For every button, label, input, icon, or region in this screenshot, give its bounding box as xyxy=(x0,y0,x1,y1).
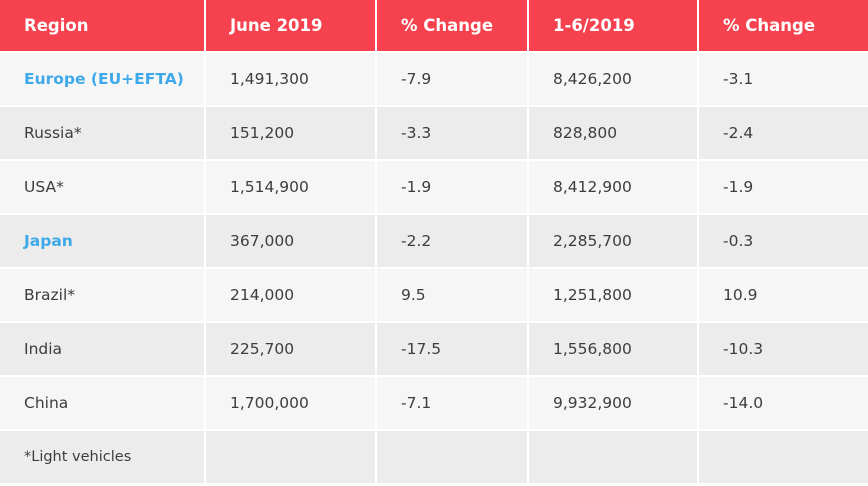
table-header: Region June 2019 % Change 1-6/2019 % Cha… xyxy=(0,0,868,53)
empty-cell xyxy=(698,430,868,485)
june-change-cell: -3.3 xyxy=(376,106,529,161)
table-row: India 225,700 -17.5 1,556,800 -10.3 xyxy=(0,322,868,377)
table-row: USA* 1,514,900 -1.9 8,412,900 -1.9 xyxy=(0,160,868,215)
ytd-change-cell: -14.0 xyxy=(698,376,868,431)
june-change-cell: -17.5 xyxy=(376,322,529,377)
header-ytd-change: % Change xyxy=(698,0,868,53)
header-row: Region June 2019 % Change 1-6/2019 % Cha… xyxy=(0,0,868,53)
ytd-2019-cell: 1,251,800 xyxy=(528,268,699,323)
ytd-2019-cell: 9,932,900 xyxy=(528,376,699,431)
region-cell: Europe (EU+EFTA) xyxy=(0,52,206,107)
ytd-change-cell: -3.1 xyxy=(698,52,868,107)
ytd-2019-cell: 828,800 xyxy=(528,106,699,161)
ytd-change-cell: -0.3 xyxy=(698,214,868,269)
june-change-cell: -1.9 xyxy=(376,160,529,215)
table-body: Europe (EU+EFTA) 1,491,300 -7.9 8,426,20… xyxy=(0,52,868,485)
ytd-change-cell: -2.4 xyxy=(698,106,868,161)
june-2019-cell: 225,700 xyxy=(205,322,377,377)
table-row: Japan 367,000 -2.2 2,285,700 -0.3 xyxy=(0,214,868,269)
header-region: Region xyxy=(0,0,206,53)
footnote-row: *Light vehicles xyxy=(0,430,868,485)
june-2019-cell: 1,700,000 xyxy=(205,376,377,431)
table-row: China 1,700,000 -7.1 9,932,900 -14.0 xyxy=(0,376,868,431)
june-2019-cell: 214,000 xyxy=(205,268,377,323)
empty-cell xyxy=(376,430,529,485)
ytd-change-cell: 10.9 xyxy=(698,268,868,323)
ytd-2019-cell: 8,426,200 xyxy=(528,52,699,107)
footnote-text: *Light vehicles xyxy=(0,430,206,485)
empty-cell xyxy=(205,430,377,485)
june-2019-cell: 1,514,900 xyxy=(205,160,377,215)
table-row: Brazil* 214,000 9.5 1,251,800 10.9 xyxy=(0,268,868,323)
june-change-cell: -7.9 xyxy=(376,52,529,107)
region-cell: China xyxy=(0,376,206,431)
ytd-change-cell: -1.9 xyxy=(698,160,868,215)
june-2019-cell: 367,000 xyxy=(205,214,377,269)
region-cell: India xyxy=(0,322,206,377)
header-june-2019: June 2019 xyxy=(205,0,377,53)
ytd-2019-cell: 8,412,900 xyxy=(528,160,699,215)
region-cell: USA* xyxy=(0,160,206,215)
region-cell: Brazil* xyxy=(0,268,206,323)
june-2019-cell: 1,491,300 xyxy=(205,52,377,107)
empty-cell xyxy=(528,430,699,485)
ytd-change-cell: -10.3 xyxy=(698,322,868,377)
ytd-2019-cell: 2,285,700 xyxy=(528,214,699,269)
june-change-cell: -2.2 xyxy=(376,214,529,269)
june-change-cell: -7.1 xyxy=(376,376,529,431)
header-ytd-2019: 1-6/2019 xyxy=(528,0,699,53)
region-cell: Japan xyxy=(0,214,206,269)
table-row: Europe (EU+EFTA) 1,491,300 -7.9 8,426,20… xyxy=(0,52,868,107)
june-2019-cell: 151,200 xyxy=(205,106,377,161)
region-cell: Russia* xyxy=(0,106,206,161)
ytd-2019-cell: 1,556,800 xyxy=(528,322,699,377)
june-change-cell: 9.5 xyxy=(376,268,529,323)
header-june-change: % Change xyxy=(376,0,529,53)
table-row: Russia* 151,200 -3.3 828,800 -2.4 xyxy=(0,106,868,161)
